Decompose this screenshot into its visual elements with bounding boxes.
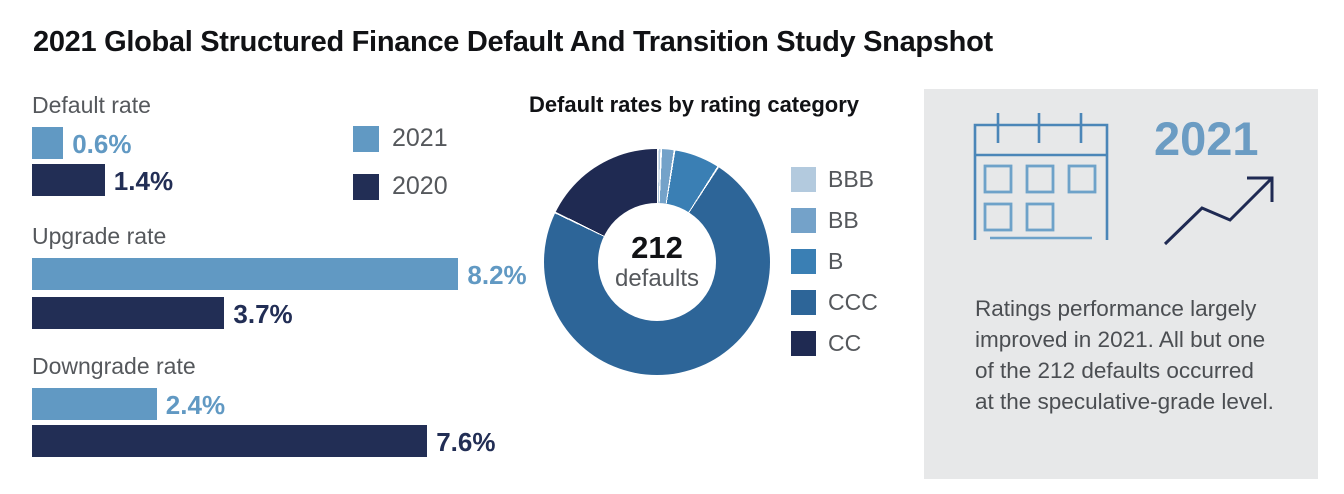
bar-group-label-default: Default rate [32,92,151,118]
bar-group-label-downgrade: Downgrade rate [32,353,196,379]
legend-swatch-bbb [791,167,816,192]
legend-label: BB [828,207,859,233]
bar-value-label: 1.4% [113,166,174,196]
bar-row: 2.4% [32,388,225,420]
legend-item-cc: CC [791,330,878,356]
legend-label: B [828,248,844,274]
bar-downgrade-2021 [32,388,157,420]
bar-default-2020 [32,164,105,196]
legend-swatch-cc [791,331,816,356]
donut-center-label: defaults [614,265,700,292]
bar-upgrade-2020 [32,297,225,329]
donut-center: 212 defaults [598,203,716,321]
panel-year-text: 2021 [1154,112,1259,165]
bar-downgrade-2020 [32,425,428,457]
legend-item-2020: 2020 [353,172,448,201]
donut-chart: 212 defaults [544,149,770,375]
legend-item-bb: BB [791,207,878,233]
legend-label: 2021 [392,124,448,152]
legend-swatch-b [791,249,816,274]
trend-up-arrow-icon [1163,176,1274,246]
bar-value-label: 2.4% [165,390,226,420]
page-title: 2021 Global Structured Finance Default A… [33,26,993,58]
bar-chart-legend: 2021 2020 [353,124,448,220]
legend-label: CCC [828,289,878,315]
bar-upgrade-2021 [32,258,459,290]
highlight-panel: 2021 Ratings performance largely improve… [924,89,1318,479]
bar-default-2021 [32,127,64,159]
donut-legend: BBB BB B CCC CC [791,166,878,372]
bar-value-label: 7.6% [436,427,496,457]
donut-center-value: 212 [631,230,683,265]
legend-item-b: B [791,248,878,274]
bar-row: 7.6% [32,425,495,457]
legend-item-ccc: CCC [791,289,878,315]
bar-value-label: 8.2% [467,260,527,290]
legend-label: 2020 [392,172,448,200]
panel-summary-text: Ratings performance largely improved in … [975,296,1274,414]
bar-value-label: 3.7% [233,299,293,329]
legend-label: CC [828,330,862,356]
legend-swatch-2021 [353,125,379,152]
legend-item-bbb: BBB [791,166,878,192]
legend-swatch-ccc [791,290,816,315]
legend-swatch-2020 [353,173,379,200]
donut-chart-title: Default rates by rating category [528,92,860,117]
legend-item-2021: 2021 [353,124,448,153]
bar-row: 3.7% [32,297,293,329]
bar-row: 1.4% [32,164,173,196]
bar-row: 8.2% [32,258,527,290]
legend-swatch-bb [791,208,816,233]
bar-group-label-upgrade: Upgrade rate [32,223,167,249]
bar-value-label: 0.6% [72,129,132,159]
legend-label: BBB [828,166,875,192]
bar-row: 0.6% [32,127,131,159]
calendar-icon [973,113,1109,240]
